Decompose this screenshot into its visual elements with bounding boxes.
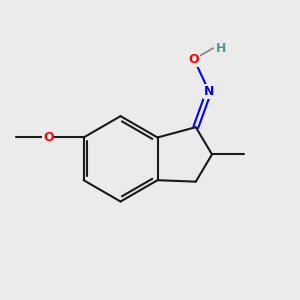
Text: O: O (43, 131, 54, 144)
Text: O: O (189, 53, 199, 66)
Text: N: N (204, 85, 214, 98)
Text: H: H (216, 42, 226, 55)
